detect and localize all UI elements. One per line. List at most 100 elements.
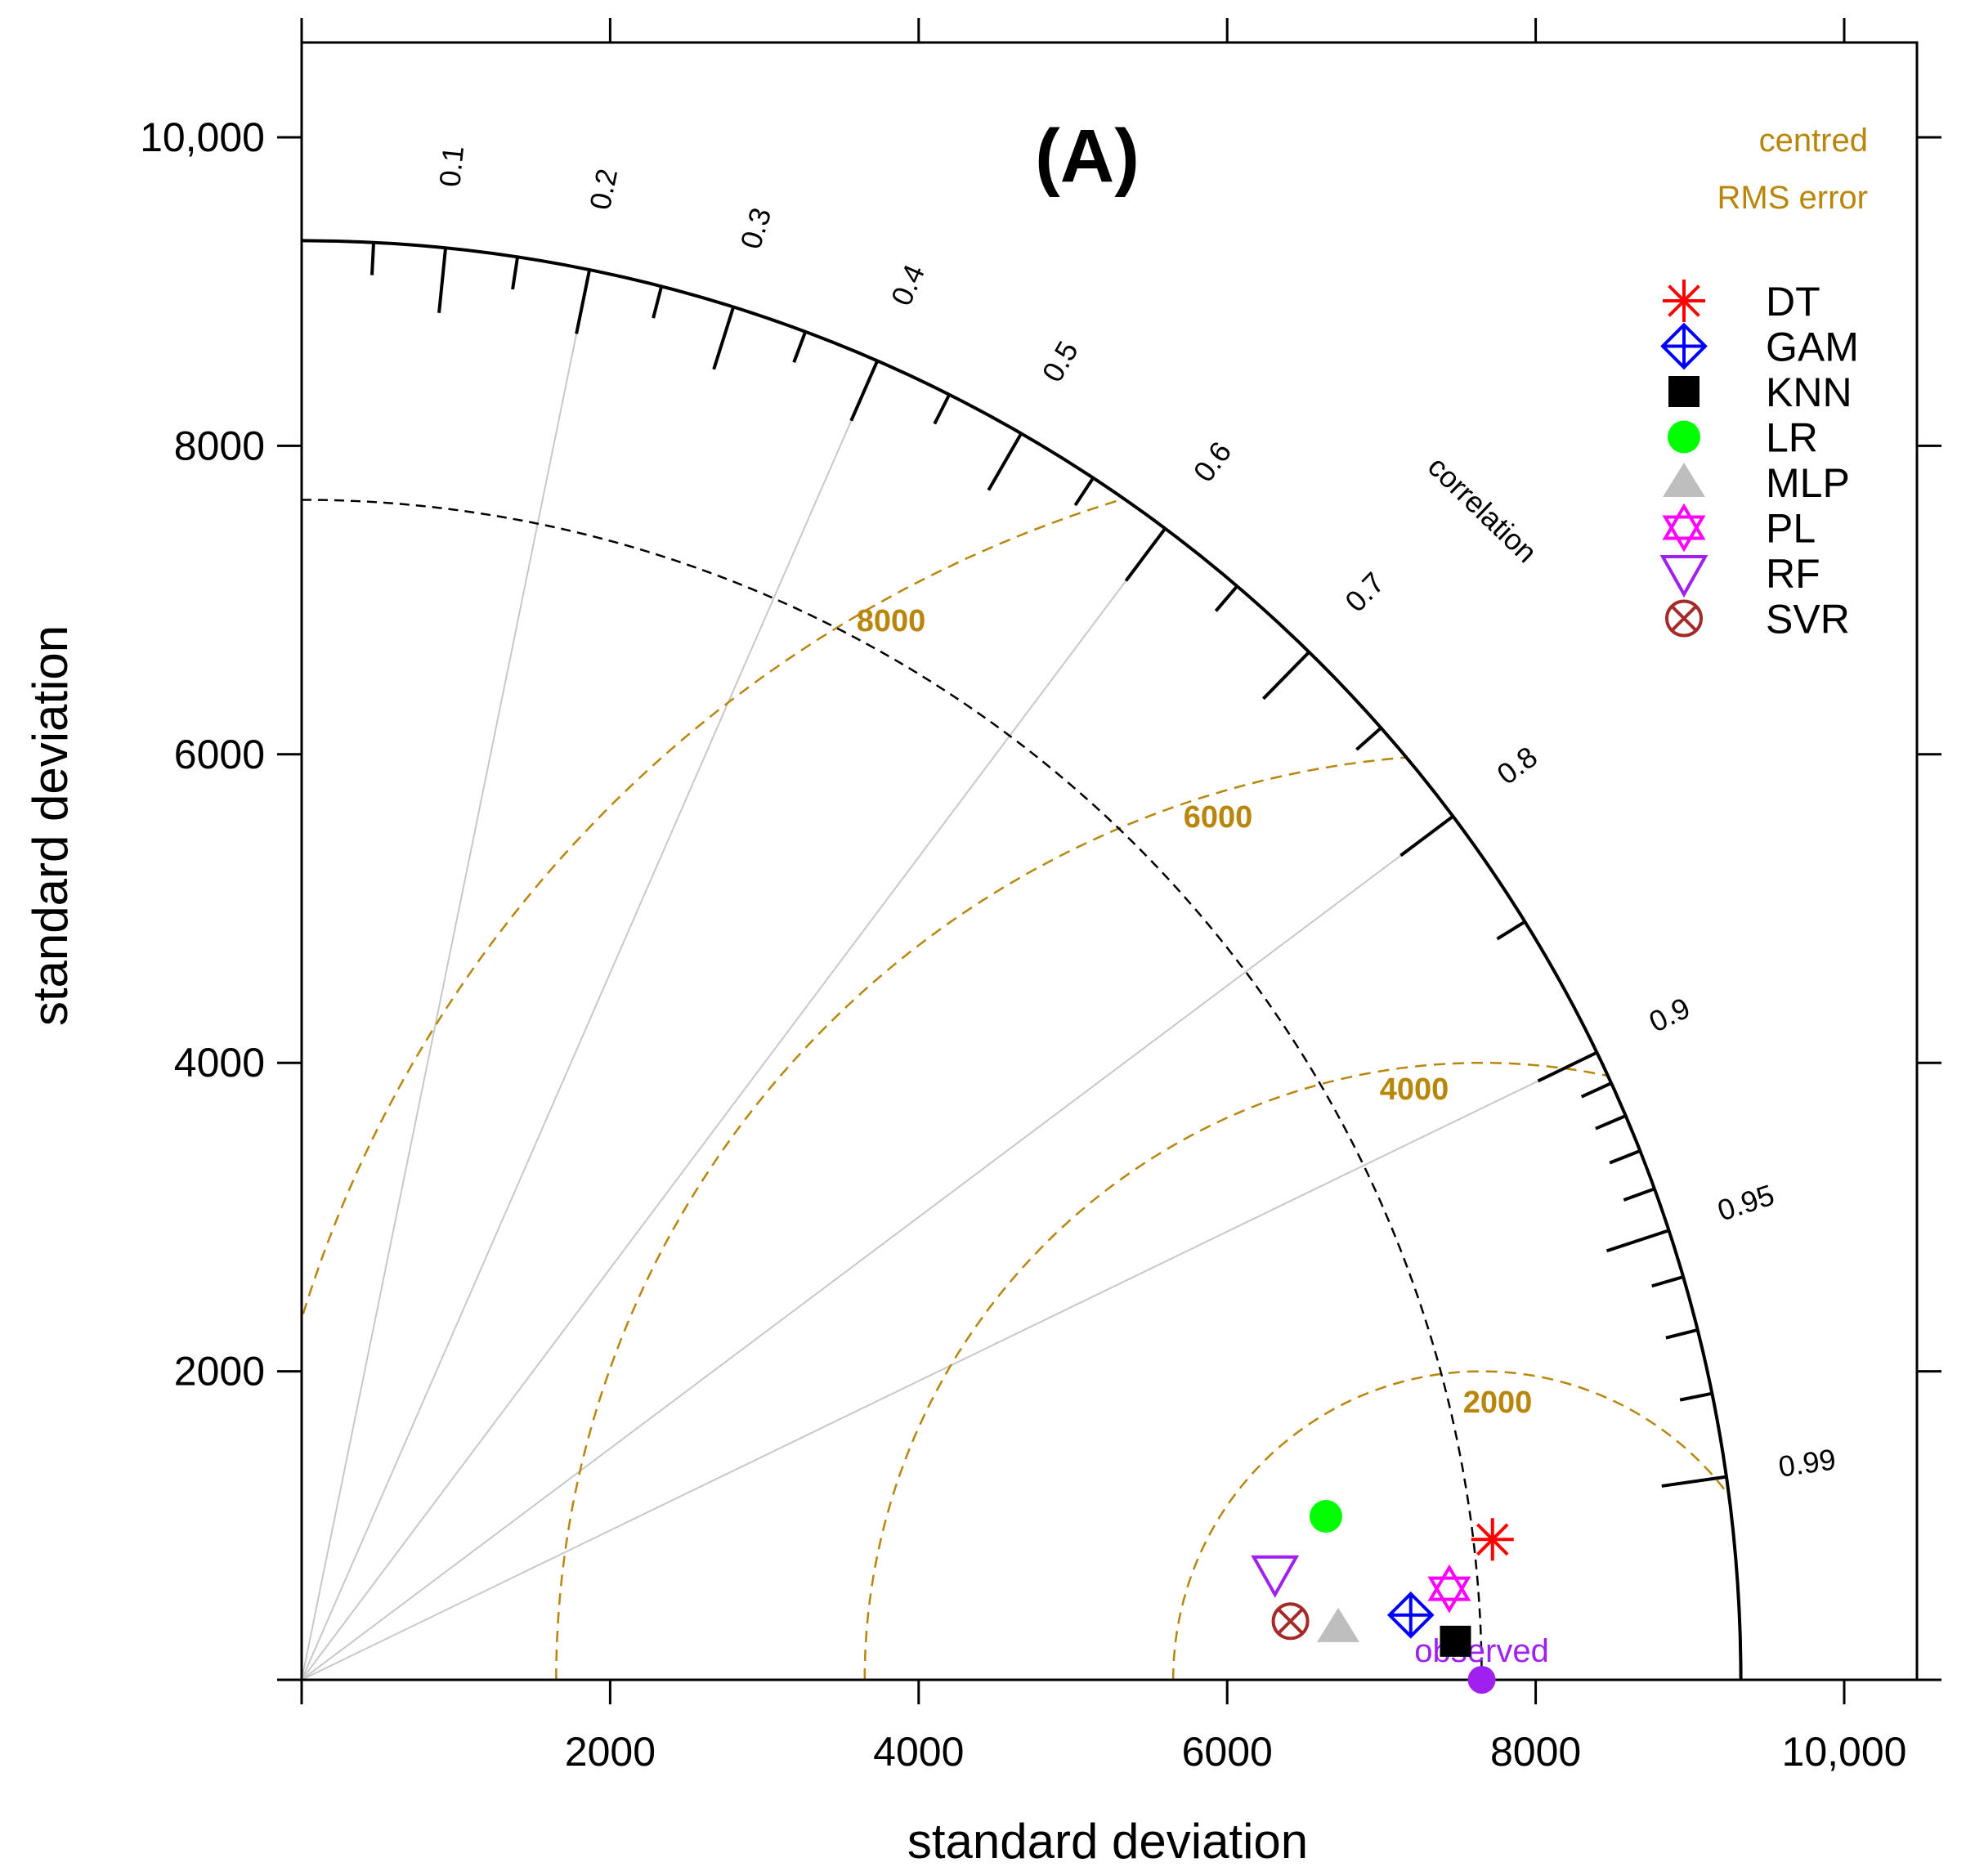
point-rf	[1251, 1555, 1300, 1598]
legend-label-lr: LR	[1766, 415, 1818, 461]
correlation-minor-tick	[1623, 1187, 1655, 1202]
model-points: observed	[1251, 1499, 1549, 1694]
correlation-major-tick	[1537, 1050, 1598, 1083]
rms-title-line2: RMS error	[1717, 180, 1868, 216]
observed-sd-arc	[301, 499, 1483, 1681]
y-tick-label: 10,000	[140, 114, 265, 160]
correlation-minor-tick	[1609, 1149, 1641, 1165]
correlation-minor-tick	[1214, 584, 1238, 612]
correlation-major-tick	[712, 306, 736, 370]
rms-contour-6000	[555, 756, 1407, 1680]
correlation-gridline	[301, 527, 1167, 1681]
legend-label-knn: KNN	[1766, 369, 1852, 415]
correlation-minor-tick	[1496, 920, 1526, 941]
correlation-major-tick	[437, 248, 448, 314]
correlation-label-0.6: 0.6	[1186, 435, 1238, 488]
correlation-label-0.5: 0.5	[1035, 335, 1085, 387]
point-svr	[1271, 1602, 1310, 1641]
rms-label-2000: 2000	[1463, 1386, 1533, 1420]
x-tick-label: 8000	[1490, 1729, 1581, 1775]
legend-marker-svr	[1665, 599, 1703, 638]
correlation-label-0.3: 0.3	[733, 204, 777, 253]
correlation-major-tick	[1261, 651, 1310, 701]
y-tick-label: 4000	[174, 1040, 265, 1086]
correlation-label-0.7: 0.7	[1338, 566, 1391, 618]
correlation-major-tick	[1399, 815, 1454, 857]
correlation-minor-tick	[1595, 1114, 1627, 1131]
correlation-gridline	[301, 815, 1454, 1681]
rms-contour-2000	[1171, 1370, 1730, 1680]
y-tick-label: 2000	[174, 1349, 265, 1395]
correlation-minor-tick	[792, 331, 808, 363]
correlation-label-0.9: 0.9	[1644, 991, 1695, 1039]
correlation-minor-tick	[1679, 1391, 1713, 1402]
x-tick-label: 2000	[565, 1729, 656, 1775]
correlation-minor-tick	[1651, 1275, 1684, 1288]
correlation-axis-title: correlation	[1422, 450, 1543, 569]
panel-title: (A)	[1035, 114, 1140, 198]
x-tick-label: 10,000	[1782, 1729, 1907, 1775]
point-pl	[1427, 1564, 1471, 1614]
legend-marker-pl	[1662, 503, 1706, 553]
correlation-label-0.1: 0.1	[432, 145, 470, 189]
correlation-gridline	[301, 269, 591, 1681]
point-dt	[1471, 1518, 1514, 1561]
y-tick-label: 6000	[174, 732, 265, 777]
plot-border	[300, 41, 1919, 1681]
point-gam	[1386, 1591, 1435, 1639]
legend-marker-mlp	[1663, 463, 1705, 497]
legend-marker-lr	[1668, 420, 1700, 454]
correlation-major-tick	[1661, 1475, 1727, 1488]
correlation-label-0.95: 0.95	[1713, 1178, 1778, 1228]
point-knn	[1440, 1625, 1471, 1657]
plot-frame	[300, 41, 1919, 1681]
correlation-gridline	[301, 360, 879, 1681]
legend-marker-dt	[1663, 280, 1705, 322]
legend-label-gam: GAM	[1766, 325, 1859, 370]
correlation-label-0.8: 0.8	[1490, 740, 1543, 791]
correlation-minor-tick	[933, 393, 952, 425]
y-tick-label: 8000	[174, 423, 265, 468]
point-mlp	[1317, 1607, 1360, 1642]
rms-contour-8000	[302, 498, 1125, 1314]
legend-label-mlp: MLP	[1766, 460, 1850, 506]
x-tick-label: 4000	[873, 1729, 964, 1775]
correlation-gridlines	[301, 269, 1597, 1681]
observed-point	[1467, 1666, 1496, 1694]
rms-label-4000: 4000	[1380, 1072, 1449, 1107]
correlation-major-tick	[849, 360, 880, 422]
axis-ticks: 2000 4000 6000 8000 10,000 2000 4000 6000 8000 10…	[140, 18, 1941, 1775]
legend-label-pl: PL	[1766, 506, 1816, 552]
y-axis-title: standard deviation	[23, 625, 78, 1026]
correlation-major-tick	[987, 432, 1023, 491]
x-tick-label: 6000	[1182, 1729, 1273, 1775]
correlation-minor-tick	[1580, 1081, 1612, 1099]
rms-contour-4000	[863, 1061, 1609, 1680]
correlation-minor-tick	[1355, 726, 1382, 751]
legend-label-rf: RF	[1766, 551, 1820, 597]
correlation-label-0.99: 0.99	[1776, 1442, 1838, 1483]
legend-marker-knn	[1668, 376, 1700, 407]
correlation-label-0.4: 0.4	[884, 259, 932, 310]
correlation-major-tick	[575, 269, 592, 334]
correlation-label-0.2: 0.2	[583, 166, 624, 213]
correlation-minor-tick	[511, 257, 520, 290]
observed-sd-dashed-arc	[301, 499, 1483, 1681]
rms-label-8000: 8000	[857, 604, 926, 638]
point-lr	[1309, 1499, 1342, 1533]
rms-label-6000: 6000	[1184, 800, 1253, 835]
x-axis-title: standard deviation	[907, 1814, 1308, 1869]
legend-label-svr: SVR	[1766, 597, 1850, 642]
correlation-minor-tick	[370, 242, 376, 275]
correlation-major-tick	[1124, 527, 1167, 582]
rms-contours: 2000 4000 6000 8000	[302, 498, 1730, 1680]
correlation-minor-tick	[1665, 1328, 1699, 1340]
legend-marker-gam	[1660, 322, 1708, 370]
correlation-outer-arc	[301, 239, 1743, 1681]
correlation-major-tick	[1605, 1229, 1670, 1253]
correlation-minor-tick	[652, 285, 664, 319]
observed-label: observed	[1414, 1633, 1549, 1669]
legend-label-dt: DT	[1766, 279, 1820, 325]
